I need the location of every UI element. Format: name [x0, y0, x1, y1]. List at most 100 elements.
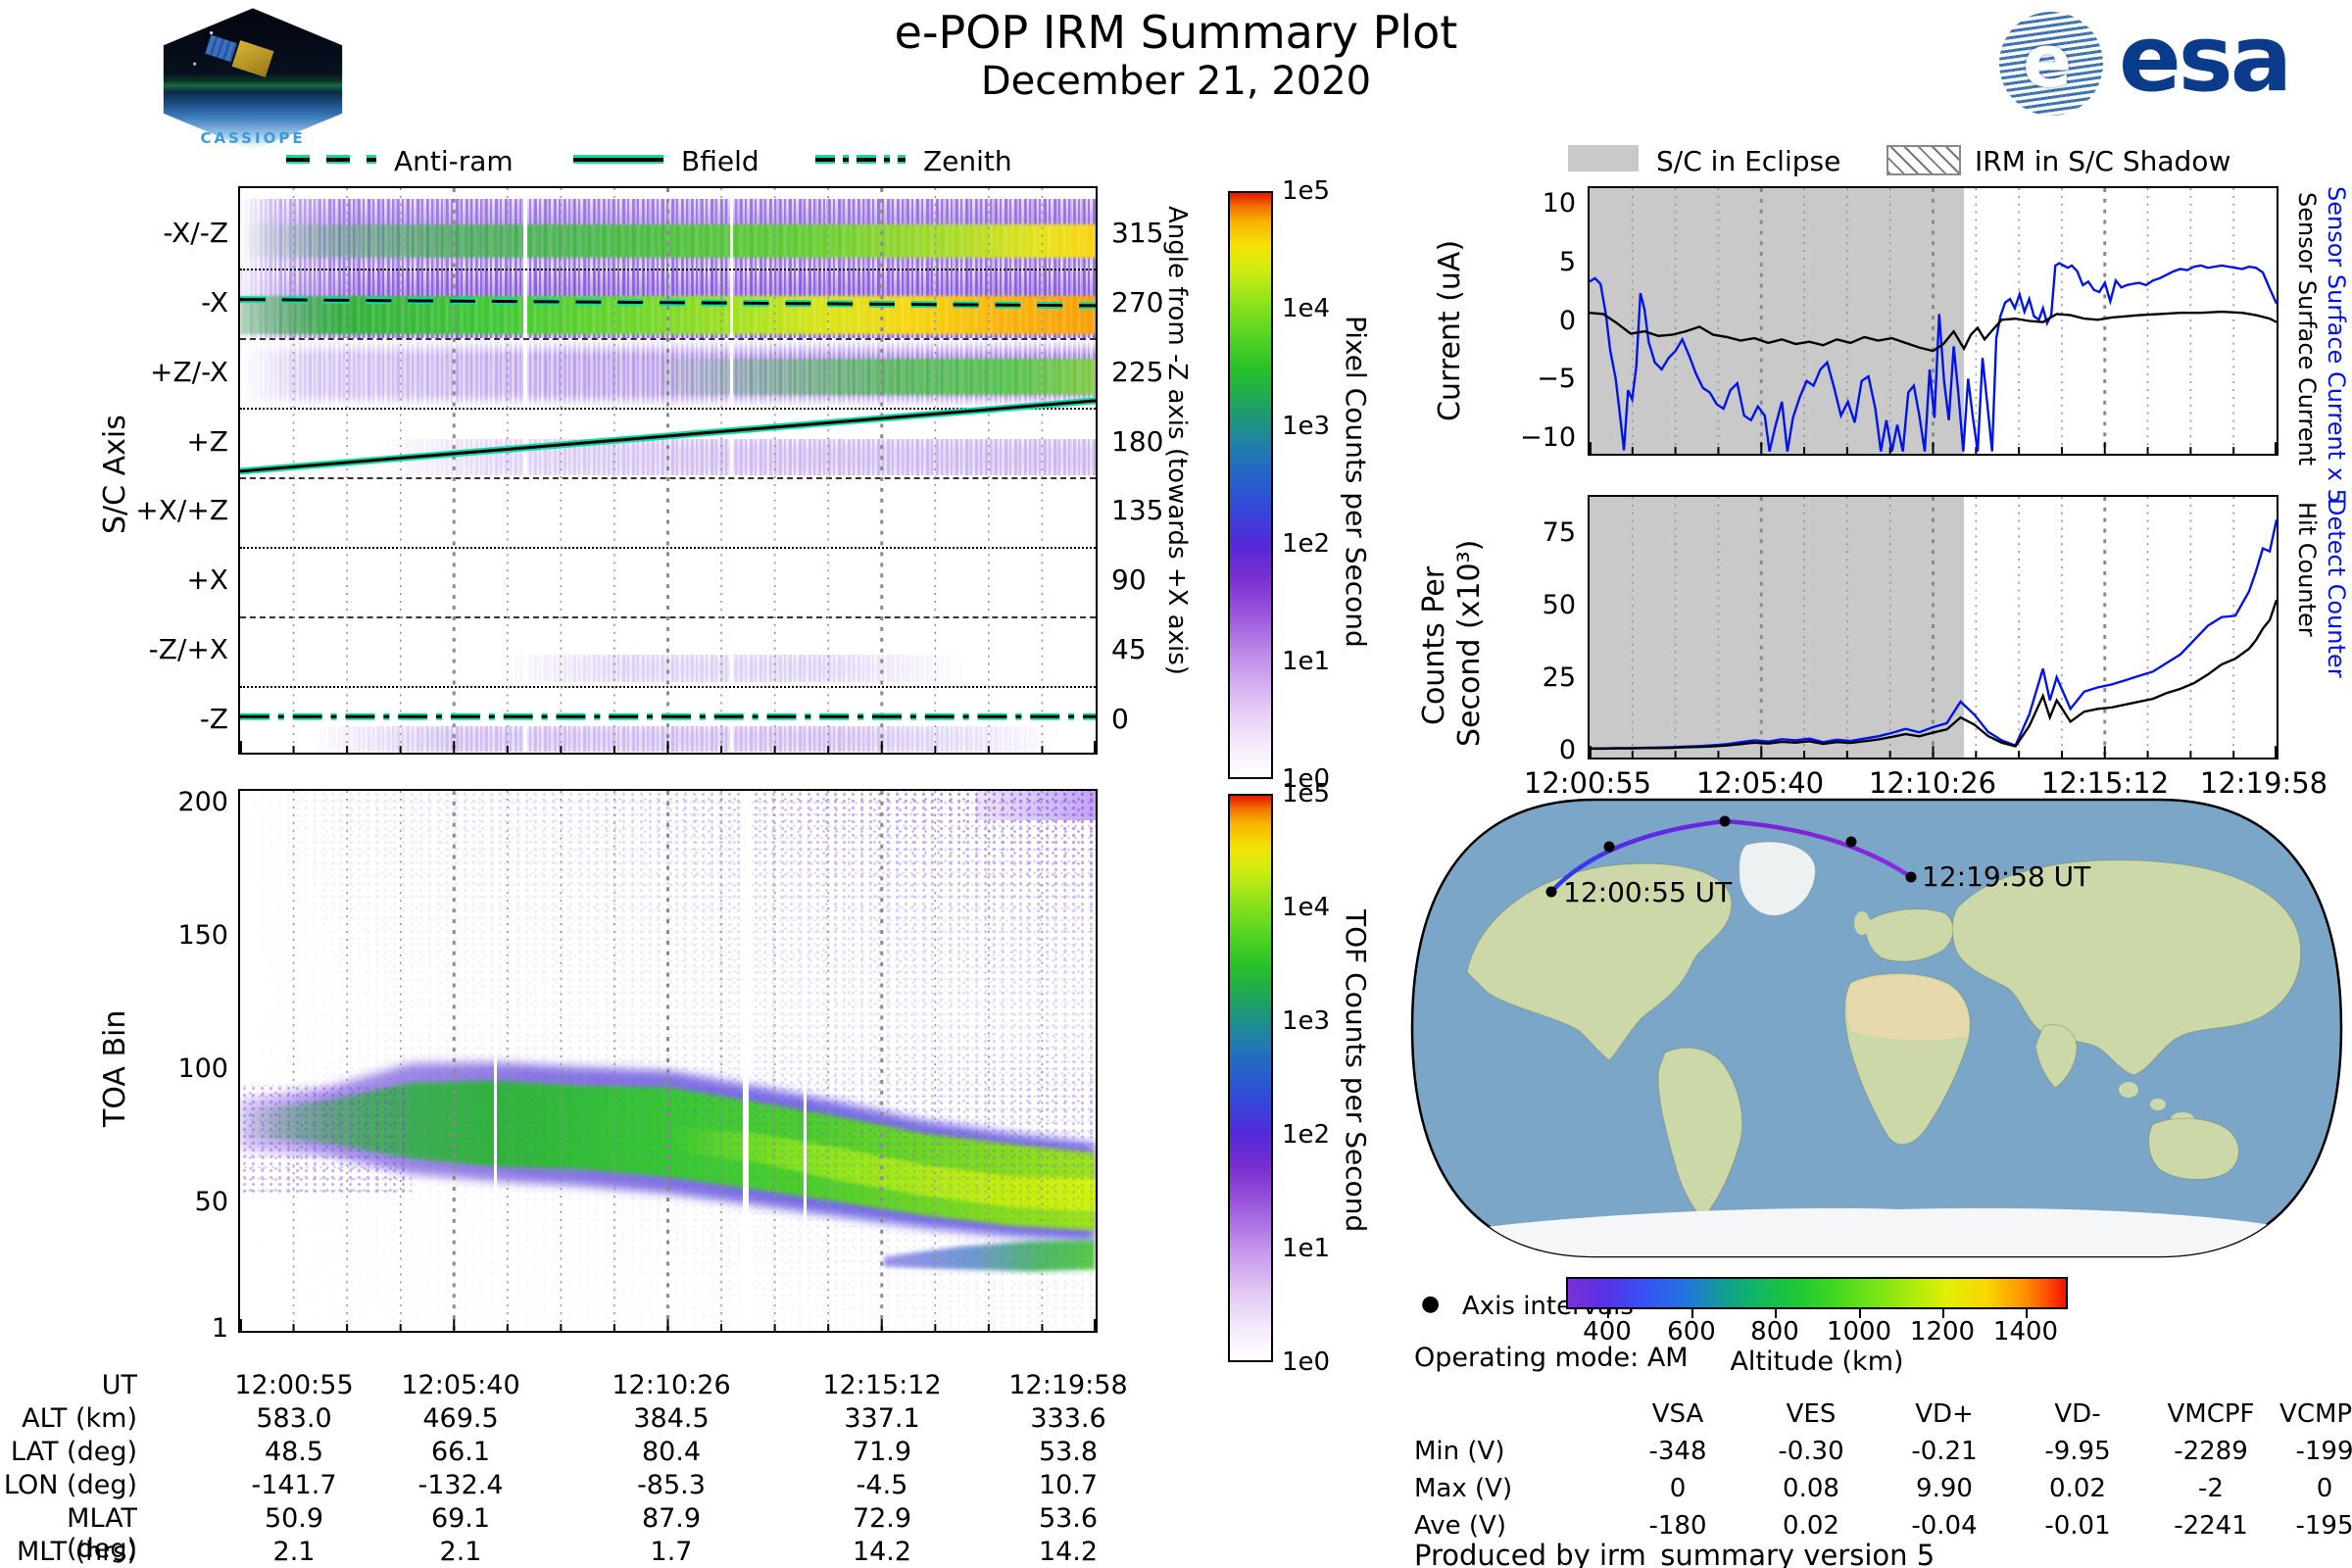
counts-plot-panel: [1588, 495, 2278, 760]
cb1-tick-1e0: 1e0: [1282, 764, 1331, 794]
bfield-legend-label: Bfield: [681, 145, 760, 177]
esa-e-glyph: e: [2023, 20, 2073, 104]
zenith-legend-label: Zenith: [923, 145, 1012, 177]
vt-cell: 0.02: [2049, 1474, 2106, 1503]
alt-tick-1200: 1200: [1909, 1317, 1976, 1347]
current-plot-panel: [1588, 186, 2278, 456]
xtick-4: 12:19:58: [2199, 766, 2328, 800]
alt-tickmark: [1859, 1309, 1861, 1318]
track-dot-1: [1603, 841, 1615, 853]
row-label-mlat: MLAT (deg): [67, 1503, 137, 1564]
alt-tick-800: 800: [1750, 1317, 1799, 1347]
altitude-colorbar: [1566, 1277, 2068, 1309]
data-gap: [743, 791, 749, 1331]
cb2-tick-1e4: 1e4: [1282, 893, 1331, 922]
ground-track-map: 12:00:55 UT 12:19:58 UT: [1410, 798, 2343, 1258]
vt-col-vcmpb: VCMPB: [2279, 1399, 2352, 1429]
sensor-surface-current-x5-line: [1590, 262, 2277, 452]
axis-cat-pz: +Z: [186, 425, 228, 458]
eph-cell: -141.7: [251, 1470, 337, 1500]
eph-cell: 12:00:55: [234, 1370, 354, 1400]
eph-cell: 48.5: [264, 1437, 324, 1467]
cb2-tick-1e0: 1e0: [1282, 1348, 1331, 1377]
tof-colorbar-title: TOF Counts per Second: [1340, 909, 1372, 1233]
toa-tick-1: 1: [211, 1313, 228, 1344]
row-label-lat: LAT (deg): [10, 1437, 137, 1467]
gridlines: [240, 188, 1096, 753]
axis-cat-px-pz: +X/+Z: [135, 494, 228, 526]
counts-tick-75: 75: [1542, 517, 1576, 548]
cb1-tick-1e2: 1e2: [1282, 529, 1331, 559]
operating-mode-label: Operating mode: AM: [1414, 1343, 1689, 1373]
hit-counter-label: Hit Counter: [2293, 502, 2321, 637]
angle-tick-180: 180: [1111, 425, 1164, 458]
alt-tickmark: [1691, 1309, 1693, 1318]
band-225: [240, 338, 1096, 408]
eph-cell: 384.5: [633, 1403, 710, 1434]
sensor-surface-current-line: [1590, 310, 2277, 353]
vt-cell: -2289: [2174, 1437, 2248, 1466]
vt-cell: -9.95: [2044, 1437, 2111, 1466]
separator: [240, 686, 1096, 688]
axis-cat--z-px: -Z/+X: [148, 633, 228, 665]
data-gap: [804, 791, 807, 1331]
shadow-hatch-swatch: [1886, 145, 1961, 175]
page-subtitle-date: December 21, 2020: [980, 59, 1372, 104]
anti-ram-line-core: [240, 298, 1096, 308]
eph-cell: 66.1: [430, 1437, 491, 1467]
eph-cell: 69.1: [430, 1503, 491, 1534]
sensor-surface-current-x5-label: Sensor Surface Current x 5: [2323, 186, 2350, 504]
asia: [1951, 859, 2302, 1076]
cb2-tick-1e5: 1e5: [1282, 779, 1331, 808]
vt-col-ves: VES: [1786, 1399, 1837, 1429]
footer-version-label: Produced by irm_summary version 5: [1414, 1539, 1936, 1568]
separator: [240, 269, 1096, 270]
altitude-colorbar-title: Altitude (km): [1730, 1347, 1904, 1377]
vt-cell: -0.30: [1778, 1437, 1844, 1466]
india: [2034, 1024, 2078, 1089]
vt-row-ave: Ave (V): [1414, 1511, 1506, 1541]
sea-islands: [2119, 1082, 2138, 1098]
eph-cell: 10.7: [1038, 1470, 1099, 1500]
eph-cell: 2.1: [272, 1537, 316, 1567]
alt-tick-1000: 1000: [1826, 1317, 1892, 1347]
toa-tick-200: 200: [177, 787, 228, 817]
vt-col-vsa: VSA: [1651, 1399, 1704, 1429]
eph-cell: 14.2: [852, 1537, 912, 1567]
eph-cell: 71.9: [852, 1437, 912, 1467]
south-america: [1657, 1047, 1743, 1220]
track-dot-0: [1545, 886, 1557, 898]
eph-cell: 337.1: [844, 1403, 920, 1434]
eclipse-region: [1590, 497, 1965, 758]
vt-cell: -180: [1648, 1511, 1707, 1541]
cassiope-mission-patch: CASSIOPE: [149, 2, 357, 157]
eph-cell: -132.4: [417, 1470, 504, 1500]
vt-cell: -2241: [2174, 1511, 2248, 1541]
esa-logo-text: esa: [2119, 6, 2292, 113]
angle-tick-135: 135: [1111, 494, 1164, 526]
separator: [240, 408, 1096, 410]
current-tick--10: −10: [1520, 422, 1576, 453]
row-label-alt: ALT (km): [22, 1403, 137, 1434]
alt-tickmark: [2026, 1309, 2028, 1318]
sc-axis-spectrogram-panel: [238, 186, 1098, 755]
gridlines: [240, 791, 1096, 1331]
zenith-line-swatch: [815, 155, 906, 164]
current-tick-0: 0: [1558, 306, 1576, 336]
row-label-mlt: MLT (hrs): [16, 1537, 137, 1567]
axis-cat--z: -Z: [199, 703, 228, 735]
xtick-1: 12:05:40: [1695, 766, 1825, 800]
british-isles: [1854, 911, 1870, 935]
separator: [240, 547, 1096, 549]
angle-axis-label: Angle from -Z axis (towards +X axis): [1162, 206, 1192, 675]
track-start-label: 12:00:55 UT: [1563, 876, 1733, 908]
band-315: [240, 199, 1096, 269]
detect-counter-line: [1590, 519, 2277, 750]
eph-cell: -4.5: [856, 1470, 908, 1500]
data-gap: [523, 188, 527, 753]
tof-topright-smear: [975, 791, 1096, 820]
vt-cell: 9.90: [1916, 1474, 1973, 1503]
toa-tick-50: 50: [194, 1187, 228, 1217]
pixel-colorbar-title: Pixel Counts per Second: [1340, 316, 1372, 648]
vt-col-vdp: VD+: [1915, 1399, 1974, 1429]
